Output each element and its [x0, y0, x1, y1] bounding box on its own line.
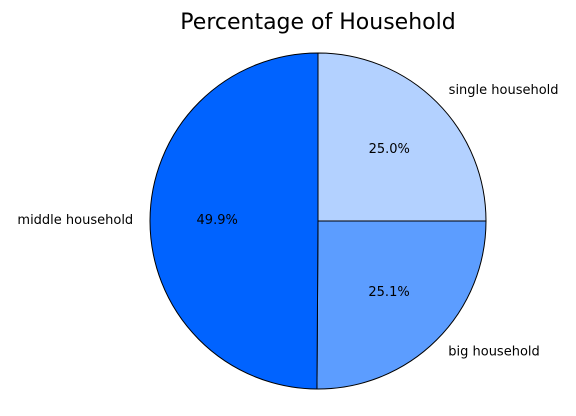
pie-percent-label: 25.1%: [368, 285, 409, 300]
chart-title: Percentage of Household: [180, 10, 455, 35]
pie-labels: 25.0% single household 25.1% big household 4…: [17, 83, 558, 360]
pie-slice-middle-household: [149, 52, 319, 390]
pie-percent-label: 49.9%: [197, 213, 238, 228]
pie-category-label: middle household: [17, 213, 133, 228]
pie-slices: [149, 52, 487, 390]
pie-slice-big-household: [316, 220, 487, 390]
pie-category-label: big household: [448, 345, 540, 360]
pie-slice-single-household: [317, 52, 487, 222]
pie-percent-label: 25.0%: [369, 142, 410, 157]
pie-category-label: single household: [449, 83, 559, 98]
